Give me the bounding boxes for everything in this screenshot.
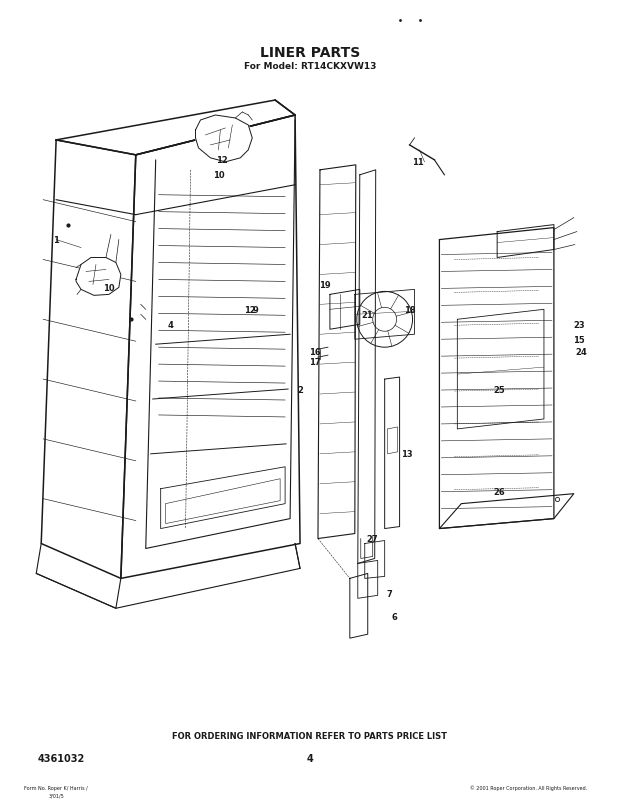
Text: 9: 9 [252, 305, 258, 315]
Text: 25: 25 [494, 385, 505, 394]
Text: 27: 27 [366, 534, 378, 544]
Text: Form No. Roper K/ Harris /: Form No. Roper K/ Harris / [24, 785, 88, 790]
Text: 4: 4 [167, 320, 174, 329]
Text: For Model: RT14CKXVW13: For Model: RT14CKXVW13 [244, 62, 376, 71]
Text: 23: 23 [573, 320, 585, 329]
Text: 15: 15 [573, 336, 585, 344]
Text: 7: 7 [387, 589, 392, 598]
Text: 18: 18 [404, 305, 415, 315]
Text: 17: 17 [309, 357, 321, 366]
Text: 16: 16 [309, 347, 321, 357]
Text: 10: 10 [103, 283, 115, 292]
Text: 4: 4 [307, 753, 313, 763]
Polygon shape [195, 116, 252, 163]
Text: 19: 19 [319, 280, 330, 290]
Text: 13: 13 [401, 450, 412, 459]
Text: 11: 11 [412, 158, 423, 167]
Text: 10: 10 [213, 171, 224, 180]
Text: 12: 12 [244, 305, 256, 315]
Text: FOR ORDERING INFORMATION REFER TO PARTS PRICE LIST: FOR ORDERING INFORMATION REFER TO PARTS … [172, 732, 448, 740]
Text: 24: 24 [575, 347, 587, 357]
Text: 6: 6 [392, 612, 397, 621]
Text: 2: 2 [297, 385, 303, 394]
Text: © 2001 Roper Corporation. All Rights Reserved.: © 2001 Roper Corporation. All Rights Res… [471, 785, 588, 790]
Text: 3/01/5: 3/01/5 [48, 792, 64, 797]
Text: 4361032: 4361032 [37, 753, 85, 763]
Text: LINER PARTS: LINER PARTS [260, 46, 360, 60]
Text: 26: 26 [494, 487, 505, 496]
Text: 12: 12 [216, 156, 228, 165]
Text: 1: 1 [53, 236, 59, 245]
Polygon shape [76, 259, 121, 296]
Text: 21: 21 [362, 311, 374, 320]
